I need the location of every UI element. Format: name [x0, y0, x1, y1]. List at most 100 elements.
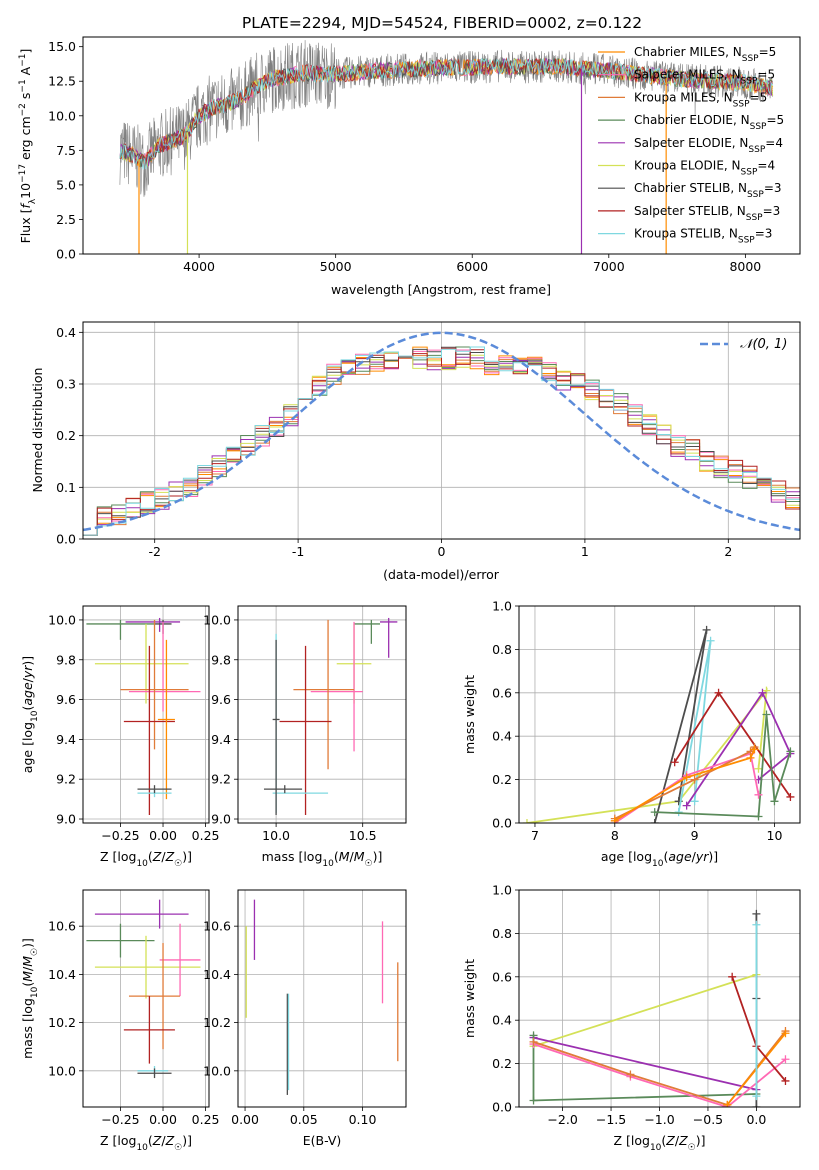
x-tick-label: 0.25 — [192, 828, 220, 843]
point-marker — [752, 920, 761, 929]
x-tick-label: 10.5 — [349, 828, 377, 843]
y-axis-label: Flux [fλ10−17 erg cm−2 s−1 A−1] — [18, 49, 38, 244]
point-marker — [752, 1103, 761, 1107]
errorbar-point — [159, 923, 201, 997]
figure-title: PLATE=2294, MJD=54524, FIBERID=0002, z=0… — [242, 14, 642, 32]
plot-frame — [82, 605, 210, 824]
y-tick-label: 10.4 — [48, 967, 76, 982]
x-tick-label: 7 — [531, 828, 539, 843]
x-tick-label: 10 — [767, 828, 783, 843]
errorbar-point — [128, 621, 201, 712]
point-marker — [670, 758, 679, 767]
errorbar-point — [380, 617, 398, 658]
point-marker — [650, 819, 659, 823]
point-marker — [781, 1076, 790, 1085]
y-tick-label: 1.0 — [492, 883, 512, 898]
y-tick-label: 0.4 — [492, 1013, 512, 1028]
spectrum-legend: Chabrier MILES, NSSP=5 Salpeter MILES, NS… — [598, 45, 784, 246]
legend-label: Salpeter STELIB, NSSP=3 — [634, 204, 780, 223]
plot-frame — [237, 605, 407, 824]
x-tick-label: 8000 — [729, 259, 761, 274]
errorbar-point — [94, 623, 189, 704]
x-tick-label: 0.00 — [231, 1112, 259, 1127]
x-tick-label: 1 — [581, 544, 589, 559]
series-line — [685, 690, 792, 807]
weight-lines — [522, 625, 795, 823]
errorbar-point — [293, 619, 355, 770]
age-vs-Z-panel: −0.25 0.00 0.25 9.0 9.2 9.4 9.6 9.8 10.0 Z [log10… — [20, 605, 220, 869]
errorbar-point — [128, 943, 181, 1050]
y-axis-label: mass weight — [462, 959, 477, 1038]
plot-frame — [82, 36, 801, 255]
point-marker — [781, 1055, 790, 1064]
y-tick-label: 10.0 — [48, 612, 76, 627]
point-marker — [781, 1029, 790, 1038]
y-tick-label: 9.6 — [211, 692, 231, 707]
point-marker — [786, 792, 795, 801]
errorbars — [86, 899, 201, 1079]
y-tick-label: 0.0 — [492, 816, 512, 831]
x-tick-label: −1.0 — [644, 1112, 674, 1127]
errorbars — [86, 617, 201, 816]
point-marker — [690, 775, 699, 784]
model-spectrum-line — [119, 57, 774, 170]
x-axis-label: E(B-V) — [303, 1133, 342, 1148]
y-tick-label: 1.0 — [492, 599, 512, 614]
legend-label: Kroupa STELIB, NSSP=3 — [634, 227, 772, 246]
point-marker — [752, 1092, 761, 1101]
point-marker — [750, 745, 759, 754]
plot-frame — [518, 889, 801, 1108]
x-tick-label: 0.05 — [290, 1112, 318, 1127]
y-tick-label: 10.2 — [48, 1015, 76, 1030]
series-line — [533, 1036, 757, 1091]
point-marker — [682, 773, 691, 782]
y-tick-label: 0.4 — [492, 729, 512, 744]
point-marker — [786, 747, 795, 756]
x-axis-label: Z [log10(Z/Z☉)] — [100, 849, 192, 869]
errorbar-point — [123, 996, 175, 1064]
errorbar-point — [272, 639, 280, 816]
point-marker — [770, 797, 779, 806]
legend-label: Salpeter ELODIE, NSSP=4 — [634, 136, 783, 155]
y-tick-label: 10.6 — [48, 919, 76, 934]
x-tick-label: 6000 — [456, 259, 488, 274]
x-tick-label: 8 — [611, 828, 619, 843]
y-tick-label: 10.4 — [203, 967, 231, 982]
y-tick-label: 0.3 — [56, 377, 76, 392]
gaussian-curve — [83, 331, 800, 532]
errorbar-point — [263, 785, 303, 794]
errorbar-point — [94, 935, 201, 999]
y-tick-label: 0.8 — [492, 642, 512, 657]
y-tick-label: 10.0 — [48, 108, 76, 123]
y-tick-label: 0.6 — [492, 685, 512, 700]
age-vs-mass-panel: 10.0 10.5 9.0 9.2 9.4 9.6 9.8 10.0 mass [log10(M… — [203, 605, 407, 869]
point-marker — [752, 909, 761, 918]
y-axis-label: Normed distribution — [30, 368, 45, 493]
x-axis-label: mass [log10(M/M☉)] — [262, 849, 383, 869]
y-tick-label: 9.4 — [211, 732, 231, 747]
subplots: 4000 5000 6000 7000 80000.02.55.07.510.012.5… — [18, 36, 801, 1153]
y-tick-label: 10.2 — [203, 1015, 231, 1030]
errorbars — [245, 899, 399, 1095]
y-tick-label: 9.2 — [56, 772, 76, 787]
y-axis-label: mass weight — [462, 675, 477, 754]
series-line — [533, 973, 757, 1048]
point-marker — [529, 1096, 538, 1105]
model-spectrum-line — [119, 57, 774, 168]
y-tick-label: 2.5 — [56, 212, 76, 227]
point-marker — [529, 1037, 538, 1046]
legend-label: Kroupa MILES, NSSP=5 — [634, 90, 767, 109]
errorbar-point — [279, 645, 332, 816]
y-tick-label: 10.0 — [48, 1063, 76, 1078]
mass-vs-Z-panel: −0.25 0.00 0.25 10.0 10.2 10.4 10.6 Z [log10(Z/… — [20, 889, 220, 1153]
errorbar-point — [120, 619, 189, 750]
y-tick-label: 10.6 — [203, 919, 231, 934]
x-tick-label: -1 — [292, 544, 304, 559]
y-axis-label: age [log10(age/yr)] — [20, 656, 40, 773]
weight-lines — [529, 909, 790, 1107]
x-tick-label: −2.0 — [547, 1112, 577, 1127]
series-line — [614, 748, 756, 822]
legend-label: Chabrier STELIB, NSSP=3 — [634, 181, 782, 200]
point-marker — [728, 972, 737, 981]
series-line — [526, 687, 768, 823]
